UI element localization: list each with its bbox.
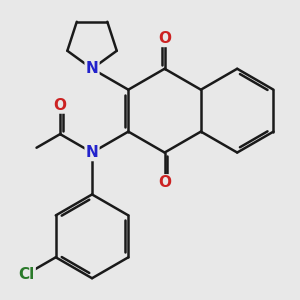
Text: Cl: Cl xyxy=(18,267,35,282)
Text: O: O xyxy=(158,175,171,190)
Text: O: O xyxy=(158,31,171,46)
Text: N: N xyxy=(86,61,98,76)
Text: O: O xyxy=(54,98,67,112)
Text: N: N xyxy=(86,145,98,160)
